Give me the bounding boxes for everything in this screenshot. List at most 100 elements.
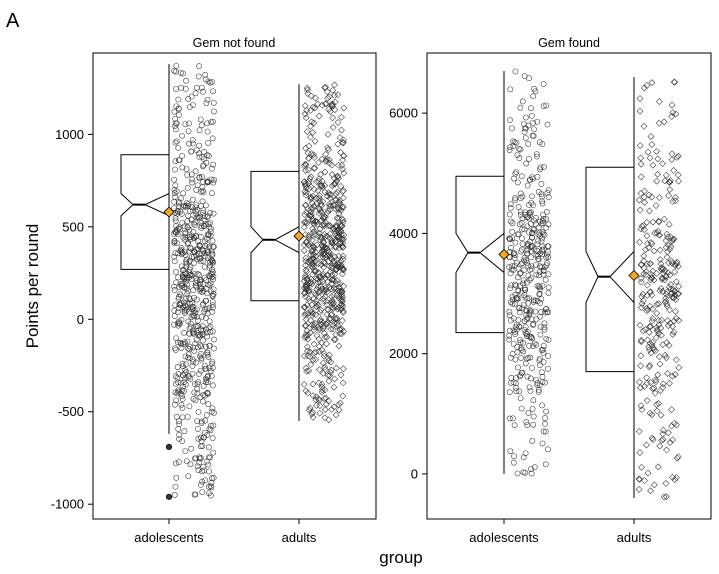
data-point [176, 320, 183, 327]
data-point [194, 317, 201, 324]
data-point [204, 373, 211, 380]
data-point [517, 339, 524, 346]
data-point [198, 418, 205, 425]
data-point [647, 133, 655, 140]
data-point [304, 347, 311, 355]
data-point [531, 464, 538, 471]
data-point [643, 291, 651, 299]
data-point [531, 126, 537, 133]
data-point [207, 271, 214, 278]
data-point [316, 402, 324, 410]
data-point [655, 316, 663, 324]
data-point [529, 335, 536, 342]
data-point [667, 290, 675, 298]
data-point [303, 367, 311, 375]
data-point [197, 258, 204, 265]
data-point [669, 372, 676, 380]
data-point [320, 239, 327, 247]
data-point [308, 410, 316, 418]
data-point [637, 362, 645, 370]
data-point [527, 244, 534, 251]
data-point [520, 302, 527, 308]
data-point [318, 318, 325, 326]
box-group-adults [250, 81, 348, 424]
data-point [522, 294, 529, 301]
data-point [310, 151, 317, 159]
data-point [646, 409, 654, 417]
data-point [303, 333, 310, 341]
data-point [516, 304, 523, 311]
data-point [518, 219, 525, 226]
data-point [209, 364, 216, 371]
data-point [662, 493, 670, 501]
data-point [542, 420, 548, 427]
data-point [540, 428, 547, 435]
data-point [637, 402, 645, 410]
data-point [517, 195, 524, 201]
data-point [646, 302, 654, 310]
data-point [324, 131, 332, 138]
data-point [669, 235, 677, 243]
data-point [336, 399, 344, 407]
data-point [204, 179, 211, 186]
data-point [652, 334, 660, 342]
data-point [339, 236, 347, 244]
data-point [646, 260, 654, 268]
data-point [198, 122, 205, 129]
data-point [644, 306, 652, 314]
data-point [339, 365, 347, 373]
data-point [539, 373, 546, 380]
data-point [190, 327, 196, 334]
data-point [198, 482, 204, 488]
data-point [539, 218, 546, 224]
data-point [656, 442, 664, 450]
data-point [539, 369, 545, 376]
data-point [191, 389, 198, 396]
data-point [199, 187, 206, 194]
data-point [200, 463, 207, 470]
data-point [514, 179, 521, 186]
data-point [307, 309, 315, 316]
data-point [327, 358, 335, 366]
data-point [306, 297, 313, 305]
data-point [333, 364, 340, 372]
y-tick-label: 2000 [389, 346, 418, 361]
data-point [185, 473, 192, 480]
data-point [198, 356, 205, 363]
data-point [207, 492, 214, 499]
data-point [303, 327, 311, 335]
data-point [172, 347, 179, 353]
data-point [321, 363, 329, 371]
data-point [545, 284, 552, 291]
data-point [642, 246, 649, 254]
data-point [210, 475, 217, 481]
data-point [202, 429, 208, 436]
data-point [324, 305, 331, 313]
data-point [171, 492, 178, 498]
data-point [640, 84, 648, 92]
data-point [203, 315, 209, 322]
data-point [523, 160, 530, 167]
data-point [662, 480, 670, 487]
data-point [204, 128, 211, 135]
data-point [320, 214, 328, 222]
data-point [173, 397, 179, 404]
data-point [310, 340, 318, 348]
data-point [207, 427, 214, 433]
data-point [520, 454, 527, 461]
data-point [321, 188, 329, 196]
data-point [635, 196, 643, 204]
data-point [536, 272, 542, 279]
data-point [527, 212, 533, 218]
data-point [648, 79, 656, 87]
data-point [199, 184, 206, 190]
data-point [649, 315, 657, 322]
data-point [179, 393, 185, 399]
data-point [332, 179, 339, 187]
data-point [668, 113, 676, 120]
data-point [510, 315, 517, 322]
data-point [198, 343, 205, 350]
data-point [322, 100, 330, 108]
data-point [530, 93, 537, 100]
data-point [173, 279, 179, 286]
